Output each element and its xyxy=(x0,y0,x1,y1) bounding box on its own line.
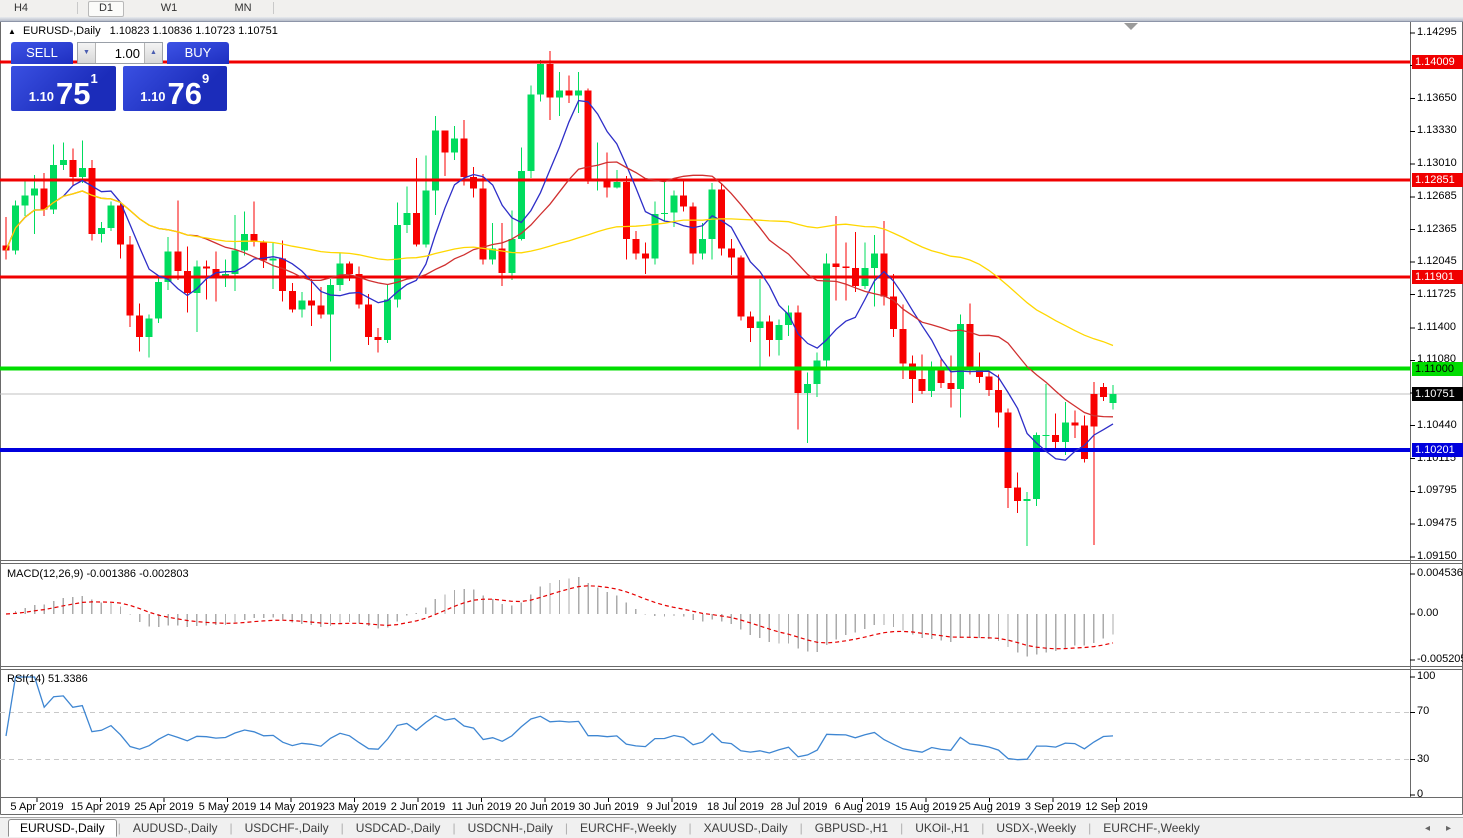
tab-xauusd-daily[interactable]: XAUUSD-,Daily xyxy=(703,821,788,835)
volume-stepper: ▼ ▲ xyxy=(77,42,163,64)
one-click-collapse-icon[interactable]: ▲ xyxy=(8,27,16,36)
timeframe-button-mn[interactable]: MN xyxy=(234,2,252,14)
tab-eurchf-weekly[interactable]: EURCHF-,Weekly xyxy=(1103,821,1200,835)
timeframe-toolbar: H4 D1 W1 MN xyxy=(0,0,1463,18)
chart-ohlc-values: 1.10823 1.10836 1.10723 1.10751 xyxy=(109,25,278,37)
timeframe-button-d1[interactable]: D1 xyxy=(88,1,124,17)
tab-separator: | xyxy=(799,821,803,835)
tab-usdx-weekly[interactable]: USDX-,Weekly xyxy=(996,821,1077,835)
one-click-trading-panel: SELL ▼ ▲ BUY 1.10 75 1 1.10 76 9 xyxy=(11,42,229,111)
sell-price-box[interactable]: 1.10 75 1 xyxy=(11,66,116,111)
macd-signal-line xyxy=(5,585,1114,650)
buy-price-big: 76 xyxy=(167,76,203,111)
volume-increase-button[interactable]: ▲ xyxy=(144,43,162,63)
sell-button[interactable]: SELL xyxy=(11,42,73,64)
tab-scroll-left-icon[interactable]: ◂ xyxy=(1424,822,1430,834)
tab-audusd-daily[interactable]: AUDUSD-,Daily xyxy=(132,821,218,835)
chart-tabs: EURUSD-,Daily | AUDUSD-,Daily | USDCHF-,Dail… xyxy=(8,819,1211,837)
buy-price-pip: 9 xyxy=(202,71,210,86)
sell-price-big: 75 xyxy=(56,76,91,111)
buy-price-box[interactable]: 1.10 76 9 xyxy=(122,66,227,111)
chart-horizontal-scrollbar[interactable] xyxy=(0,17,1463,22)
timeframe-button-w1[interactable]: W1 xyxy=(160,2,178,14)
tab-usdchf-daily[interactable]: USDCHF-,Daily xyxy=(244,821,329,835)
chart-shift-marker xyxy=(1124,23,1138,30)
buy-button[interactable]: BUY xyxy=(167,42,229,64)
toolbar-separator xyxy=(77,2,78,14)
tab-separator: | xyxy=(1088,821,1092,835)
buy-price-small: 1.10 xyxy=(140,89,166,104)
tab-usdcnh-daily[interactable]: USDCNH-,Daily xyxy=(467,821,553,835)
tab-separator: | xyxy=(340,821,344,835)
tab-separator: | xyxy=(229,821,233,835)
candles xyxy=(2,50,1117,546)
chart-title: ▲ EURUSD-,Daily 1.10823 1.10836 1.10723 … xyxy=(8,25,278,37)
tab-separator: | xyxy=(688,821,692,835)
rsi-line xyxy=(5,676,1114,761)
tab-separator: | xyxy=(900,821,904,835)
sell-price-small: 1.10 xyxy=(28,89,55,104)
tab-eurchf-weekly[interactable]: EURCHF-,Weekly xyxy=(580,821,677,835)
horizontal-levels xyxy=(0,60,1410,452)
tab-separator: | xyxy=(564,821,569,835)
tab-gbpusd-h1[interactable]: GBPUSD-,H1 xyxy=(814,821,889,835)
chart-tab-bar: EURUSD-,Daily | AUDUSD-,Daily | USDCHF-,Dail… xyxy=(0,817,1463,838)
toolbar-separator xyxy=(273,2,274,14)
tab-ukoil-h1[interactable]: UKOil-,H1 xyxy=(915,821,970,835)
macd-histogram xyxy=(14,577,1114,657)
rsi-indicator-title: RSI(14) 51.3386 xyxy=(7,673,88,685)
tab-separator: | xyxy=(452,821,456,835)
sell-price-pip: 1 xyxy=(90,71,98,86)
tab-scroll-right-icon[interactable]: ▸ xyxy=(1445,822,1451,834)
volume-input[interactable] xyxy=(96,43,144,63)
macd-indicator-title: MACD(12,26,9) -0.001386 -0.002803 xyxy=(7,568,189,580)
tab-eurusd-daily[interactable]: EURUSD-,Daily xyxy=(8,819,117,837)
tab-separator: | xyxy=(981,821,985,835)
volume-decrease-button[interactable]: ▼ xyxy=(78,43,96,63)
tab-separator: | xyxy=(117,821,121,835)
chart-symbol-label: EURUSD-,Daily xyxy=(22,25,101,37)
tab-usdcad-daily[interactable]: USDCAD-,Daily xyxy=(355,821,441,835)
tab-navigation: ◂ ▸ xyxy=(1425,823,1463,834)
timeframe-button-h4[interactable]: H4 xyxy=(13,2,29,14)
